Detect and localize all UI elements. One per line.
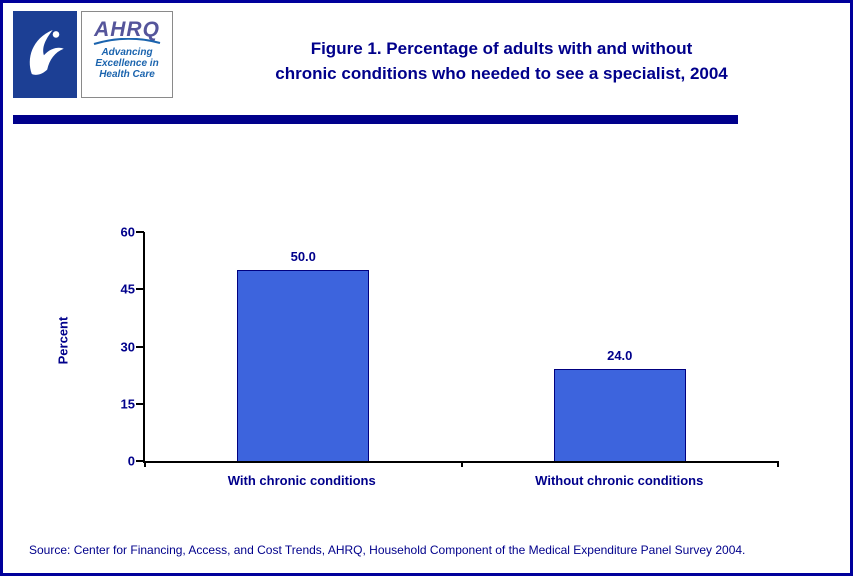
bar-cell: 50.0	[145, 232, 462, 461]
header-divider-bar	[13, 115, 738, 124]
y-axis-title: Percent	[55, 316, 71, 365]
y-tick-label: 60	[120, 224, 135, 240]
figure-title: Figure 1. Percentage of adults with and …	[178, 36, 825, 86]
bars-row: 50.0 24.0	[145, 232, 778, 461]
bar-value-label: 50.0	[290, 249, 316, 265]
bar	[237, 270, 370, 461]
x-tick-mark	[777, 461, 779, 467]
ahrq-logo-text: AHRQ	[94, 18, 160, 41]
y-tick-mark	[136, 402, 144, 405]
ahrq-tagline-line3: Health Care	[99, 69, 155, 80]
y-tick-mark	[136, 460, 144, 462]
category-labels-row: With chronic conditions Without chronic c…	[143, 473, 778, 488]
y-tick-label: 45	[120, 281, 135, 297]
category-label: Without chronic conditions	[535, 473, 704, 488]
category-label: With chronic conditions	[227, 473, 376, 488]
ahrq-swoosh-icon	[93, 38, 161, 45]
ahrq-tagline-line2: Excellence in	[95, 58, 159, 69]
hhs-eagle-icon	[23, 22, 67, 87]
bar-cell: 24.0	[462, 232, 779, 461]
y-tick-mark	[136, 288, 144, 291]
ahrq-logo: AHRQ Advancing Excellence in Health Care	[81, 11, 173, 98]
y-tick-label: 30	[120, 339, 135, 354]
figure-title-line1: Figure 1. Percentage of adults with and …	[310, 39, 693, 58]
bar-value-label: 24.0	[607, 348, 633, 364]
y-tick-label: 0	[127, 453, 135, 469]
source-note: Source: Center for Financing, Access, an…	[29, 543, 746, 557]
hhs-logo	[13, 11, 77, 98]
plot-area: 50.0 24.0 0 15 30 45 60	[121, 225, 779, 469]
y-tick-label: 15	[120, 396, 135, 412]
y-tick-mark	[136, 231, 144, 233]
figure-title-line2: chronic conditions who needed to see a s…	[275, 64, 728, 83]
ahrq-tagline-line1: Advancing	[101, 47, 153, 58]
x-tick-mark	[144, 461, 146, 467]
y-tick-mark	[136, 345, 144, 348]
bar	[553, 369, 686, 461]
x-tick-mark	[460, 461, 463, 467]
